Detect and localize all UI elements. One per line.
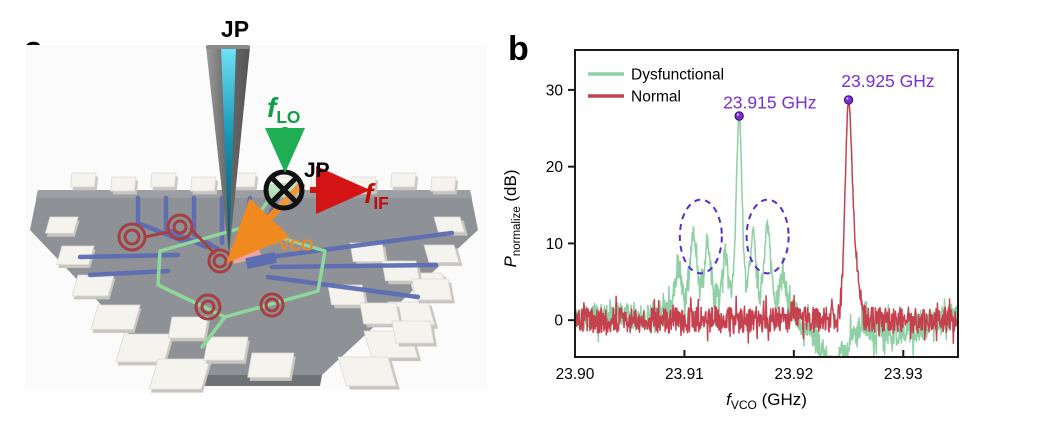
highlight-ellipse (745, 198, 790, 275)
red-coil (264, 297, 280, 313)
panel-b-label: b (508, 30, 529, 68)
red-coil (212, 253, 228, 269)
bond-pad (247, 352, 296, 381)
x-tick-label: 23.90 (556, 366, 595, 383)
red-coil (200, 299, 216, 315)
red-coil (172, 219, 188, 235)
bond-pad (167, 316, 210, 342)
chip-illustration: JP JP fLO fIF fVCO (25, 16, 487, 393)
trace-layer (575, 99, 958, 357)
bond-pad (337, 356, 400, 390)
peak-marker (843, 95, 854, 105)
blue-trace (265, 274, 421, 300)
red-coil (166, 213, 194, 241)
y-axis-label: Pnormalize (dB) (501, 169, 523, 267)
bond-pad (115, 333, 174, 366)
bond-pad (110, 176, 139, 195)
plot-frame (574, 49, 959, 358)
bond-pad (70, 172, 99, 191)
y-tick-label: 10 (546, 236, 564, 253)
bond-pad (391, 320, 438, 347)
green-trace (200, 315, 227, 349)
blue-trace (267, 230, 455, 260)
mixer-symbol (263, 169, 305, 211)
highlight-ellipse (678, 198, 723, 275)
spectrum-chart: 23.90 23.91 23.92 23.93 0 10 20 30 fVCO (GHz) Pno… (501, 49, 959, 412)
x-tick-label: 23.91 (665, 366, 704, 383)
bond-pad (349, 242, 389, 266)
red-trace (143, 230, 170, 239)
peak-marker (734, 111, 744, 121)
blue-trace (269, 262, 439, 270)
blue-trace (77, 252, 181, 260)
bond-pad (433, 216, 468, 236)
red-trace (189, 227, 216, 255)
bond-pad (150, 172, 179, 191)
peak-marker-highlight (846, 97, 849, 100)
peak-marker-highlight (736, 113, 740, 116)
blue-trace (87, 268, 171, 278)
jp-probe (206, 45, 250, 255)
bond-pad (190, 176, 219, 195)
y-tick-label: 20 (546, 159, 564, 176)
x-axis-label: fVCO (GHz) (726, 390, 807, 412)
bond-pad (390, 172, 419, 191)
bond-pad (203, 336, 250, 364)
red-coil (123, 228, 141, 246)
bond-pad (44, 216, 80, 237)
flo-label: fLO (267, 92, 300, 127)
annotation-label: 23.915 GHz (723, 92, 816, 112)
bond-pad (423, 244, 463, 266)
red-coil (194, 293, 222, 321)
bond-pad (411, 278, 455, 304)
x-tick-label: 23.92 (774, 366, 813, 383)
y-tick-label: 30 (546, 82, 564, 99)
legend-label-dysfunctional: Dysfunctional (631, 67, 724, 84)
y-tick-label: 0 (554, 313, 563, 330)
x-tick-label: 23.93 (884, 366, 923, 383)
fif-label: fIF (364, 178, 389, 213)
trace-normal (575, 99, 958, 345)
mixer-jp-label: JP (304, 159, 330, 182)
fvco-label: fVCO (270, 221, 314, 255)
annotation-label: 23.925 GHz (841, 71, 934, 91)
bond-pad (148, 358, 212, 393)
legend-label-normal: Normal (631, 89, 681, 106)
probe-jp-label: JP (221, 16, 249, 42)
blue-trace (191, 195, 221, 252)
red-coil (259, 292, 285, 318)
bond-pad (90, 304, 142, 333)
bond-pad (430, 176, 459, 195)
bond-pad (71, 274, 116, 300)
